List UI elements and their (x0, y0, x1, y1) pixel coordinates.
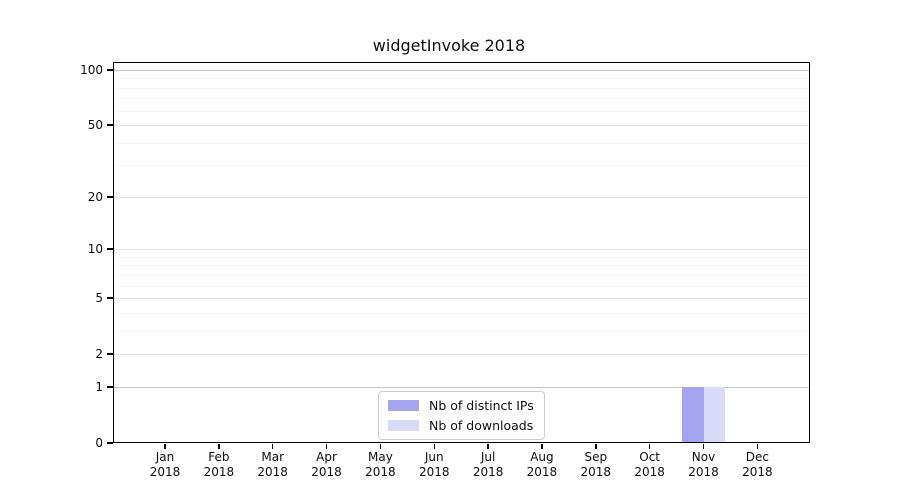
xtick-mark-may (379, 444, 382, 449)
xtick-label-apr: Apr 2018 (311, 450, 342, 479)
xtick-label-mar: Mar 2018 (257, 450, 288, 479)
legend-label-distinct-ips: Nb of distinct IPs (429, 398, 534, 413)
ytick-mark-2 (107, 353, 113, 355)
ytick-label-2: 2 (95, 347, 103, 362)
xtick-mark-jul (487, 444, 489, 449)
bar-nov-distinct-ips (682, 386, 704, 443)
ytick-mark-0 (107, 442, 113, 444)
gridline-y-90 (113, 78, 810, 80)
xtick-mark-dec (756, 444, 759, 449)
gridline-y-20 (113, 196, 810, 198)
gridline-y-3 (113, 330, 810, 332)
xtick-label-sep: Sep 2018 (580, 450, 612, 479)
xtick-label-jul: Jul 2018 (472, 450, 504, 479)
ytick-mark-20 (107, 196, 113, 198)
legend-item-distinct-ips: Nb of distinct IPs (388, 398, 534, 413)
gridline-y-9 (113, 256, 810, 258)
gridline-y-4 (113, 312, 810, 314)
legend-label-downloads: Nb of downloads (429, 418, 534, 433)
ytick-mark-10 (107, 248, 113, 250)
xtick-label-oct: Oct 2018 (634, 450, 665, 479)
ytick-label-5: 5 (95, 291, 103, 306)
gridline-y-60 (113, 110, 810, 112)
ytick-label-50: 50 (87, 118, 103, 133)
legend-swatch-downloads (388, 420, 419, 431)
ytick-label-100: 100 (80, 62, 103, 77)
ytick-label-0: 0 (95, 436, 103, 450)
plot-area (113, 62, 810, 443)
xtick-mark-mar (271, 444, 274, 449)
xtick-label-nov: Nov 2018 (688, 450, 719, 479)
gridline-y-40 (113, 142, 810, 144)
ytick-label-20: 20 (87, 189, 103, 204)
xtick-mark-oct (648, 444, 651, 449)
xtick-label-aug: Aug 2018 (526, 450, 558, 479)
gridline-y-6 (113, 285, 810, 287)
legend-swatch-distinct-ips (388, 400, 419, 411)
xtick-mark-jan (164, 444, 166, 449)
bar-nov-downloads (703, 386, 725, 443)
gridline-y-100 (113, 69, 810, 71)
ytick-label-1: 1 (95, 379, 103, 394)
legend: Nb of distinct IPs Nb of downloads (378, 391, 545, 440)
gridline-y-50 (113, 125, 810, 127)
gridline-y-1 (113, 386, 810, 388)
legend-item-downloads: Nb of downloads (388, 418, 534, 433)
ytick-mark-50 (107, 124, 113, 126)
xtick-mark-apr (325, 444, 328, 449)
gridline-y-80 (113, 87, 810, 89)
xtick-mark-feb (218, 444, 220, 449)
gridline-y-8 (113, 265, 810, 267)
xtick-mark-sep (595, 444, 597, 449)
gridline-y-2 (113, 354, 810, 356)
gridline-y-10 (113, 249, 810, 251)
chart-title: widgetInvoke 2018 (372, 36, 526, 55)
xtick-mark-jun (433, 444, 435, 449)
ytick-mark-100 (107, 69, 113, 71)
ytick-label-10: 10 (87, 242, 103, 257)
xtick-label-feb: Feb 2018 (203, 450, 235, 479)
gridline-y-5 (113, 298, 810, 300)
ytick-mark-5 (107, 297, 113, 299)
xtick-mark-aug (541, 444, 543, 449)
gridline-y-30 (113, 165, 810, 167)
ytick-mark-1 (107, 386, 113, 388)
xtick-label-jan: Jan 2018 (149, 450, 181, 479)
xtick-label-jun: Jun 2018 (418, 450, 450, 479)
gridline-y-70 (113, 98, 810, 100)
xtick-label-dec: Dec 2018 (742, 450, 773, 479)
xtick-mark-nov (702, 444, 705, 449)
xtick-label-may: May 2018 (365, 450, 396, 479)
gridline-y-7 (113, 274, 810, 276)
